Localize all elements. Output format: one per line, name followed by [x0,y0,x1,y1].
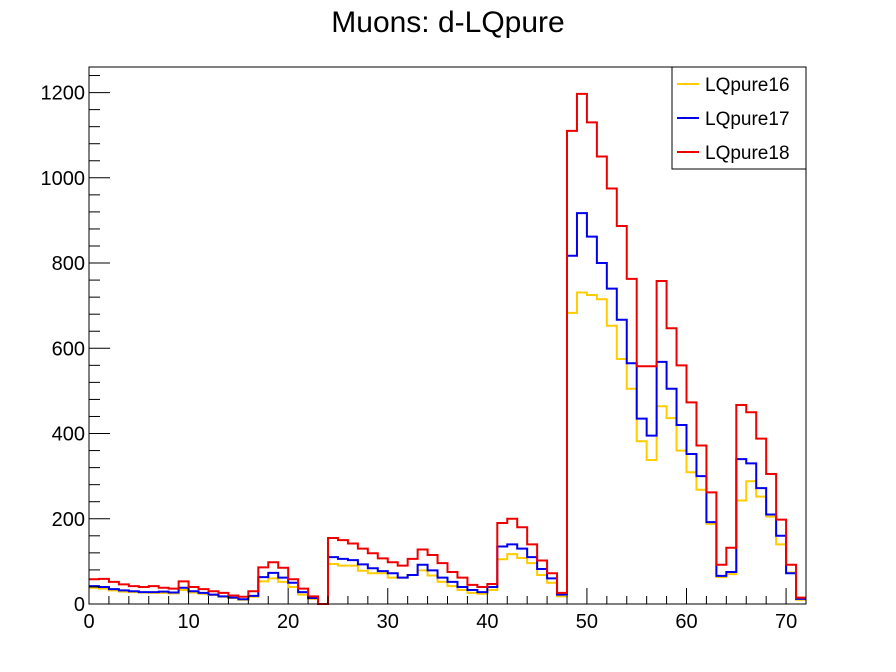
x-tick-label: 10 [177,611,199,633]
legend-label-lqpure16: LQpure16 [705,75,790,96]
y-tick-label: 1200 [41,83,86,105]
x-tick-label: 60 [675,611,697,633]
y-tick-label: 1000 [41,168,86,190]
y-tick-label: 800 [52,253,85,275]
y-tick-label: 0 [74,594,85,616]
axes-layer: 0 10 20 30 40 50 60 70 0 200 400 600 800 1000 1200 [41,75,807,633]
series-layer [89,92,806,605]
legend-label-lqpure17: LQpure17 [705,109,790,130]
chart-title: Muons: d-LQpure [331,6,564,39]
x-tick-label: 50 [576,611,598,633]
x-tick-label: 70 [775,611,797,633]
y-tick-label: 400 [52,424,85,446]
y-tick-label: 200 [52,509,85,531]
series-line-lqpure16 [89,291,806,605]
series-line-lqpure18 [89,92,806,605]
x-tick-label: 40 [476,611,498,633]
y-tick-label: 600 [52,338,85,360]
legend-label-lqpure18: LQpure18 [705,143,790,164]
x-tick-label: 20 [277,611,299,633]
x-tick-label: 30 [377,611,399,633]
legend: LQpure16 LQpure17 LQpure18 [671,66,807,170]
series-line-lqpure17 [89,212,806,605]
x-tick-label: 0 [83,611,94,633]
